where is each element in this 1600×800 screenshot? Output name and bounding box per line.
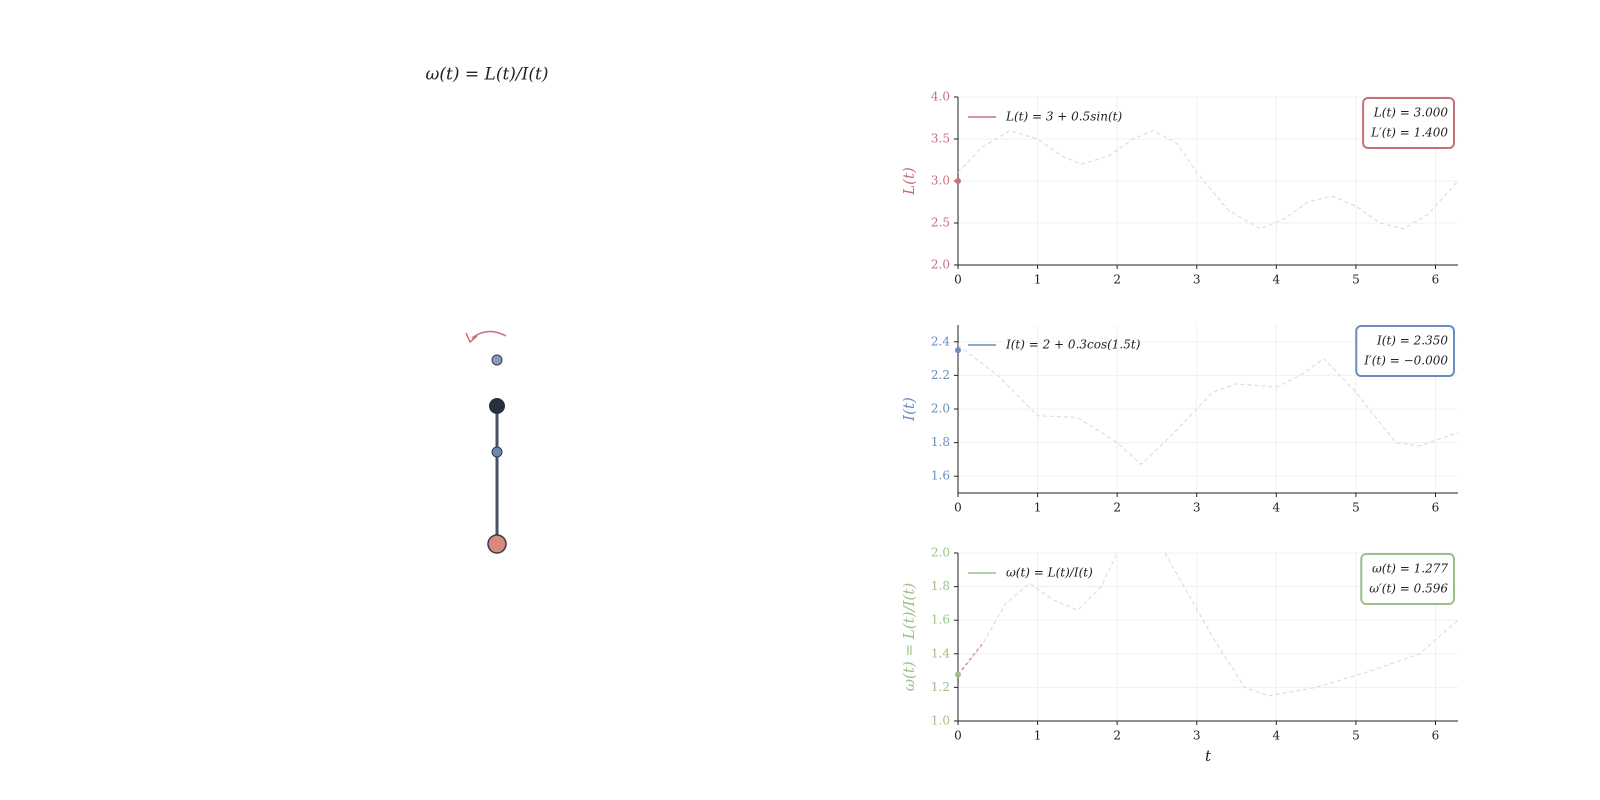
y-tick-label: 4.0 <box>931 90 950 104</box>
y-tick-label: 2.2 <box>931 368 950 382</box>
rotation-arrow <box>471 330 507 339</box>
x-tick-label: 1 <box>1034 273 1042 287</box>
info-box-frame <box>1355 325 1455 377</box>
legend-label: ω(t) = L(t)/I(t) <box>1006 566 1093 580</box>
y-axis-label: ω(t) = L(t)/I(t) <box>900 583 918 692</box>
info-box-frame <box>1360 553 1455 605</box>
y-tick-label: 2.4 <box>931 334 950 348</box>
x-tick-label: 5 <box>1352 501 1360 515</box>
info-box: L(t) = 3.000 L′(t) = 1.400 <box>1362 97 1455 149</box>
current-point <box>955 347 961 354</box>
info-text: ω(t) = 1.277 <box>1372 562 1448 576</box>
x-tick-label: 4 <box>1272 273 1280 287</box>
y-tick-label: 1.4 <box>931 646 950 660</box>
info-box: ω(t) = 1.277 ω′(t) = 0.596 <box>1360 553 1455 605</box>
x-tick-label: 6 <box>1432 729 1440 743</box>
x-tick-label: 5 <box>1352 729 1360 743</box>
x-tick-label: 1 <box>1034 729 1042 743</box>
y-tick-label: 2.0 <box>931 546 950 560</box>
y-axis-label: I(t) <box>900 397 918 422</box>
x-tick-label: 0 <box>954 501 962 515</box>
center-point <box>491 446 503 458</box>
x-tick-label: 3 <box>1193 273 1201 287</box>
x-tick-label: 3 <box>1193 501 1201 515</box>
pivot <box>489 398 505 414</box>
y-tick-label: 2.5 <box>931 216 950 230</box>
x-tick-label: 4 <box>1272 501 1280 515</box>
x-tick-label: 4 <box>1272 729 1280 743</box>
x-tick-label: 1 <box>1034 501 1042 515</box>
tangent-line <box>958 644 983 675</box>
legend-label: I(t) = 2 + 0.3cos(1.5t) <box>1005 338 1141 352</box>
info-text: ω′(t) = 0.596 <box>1369 582 1448 596</box>
axis-point <box>491 354 503 366</box>
y-tick-label: 1.2 <box>931 680 950 694</box>
y-tick-label: 2.0 <box>931 258 950 272</box>
x-axis-label: t <box>1205 747 1212 765</box>
y-tick-label: 1.6 <box>931 469 950 483</box>
y-tick-label: 1.8 <box>931 435 950 449</box>
mass <box>487 534 507 554</box>
x-tick-label: 2 <box>1113 729 1121 743</box>
x-tick-label: 5 <box>1352 273 1360 287</box>
trace-line <box>958 130 1458 230</box>
rotor-diagram <box>465 330 507 554</box>
y-tick-label: 1.6 <box>931 613 950 627</box>
info-text: L′(t) = 1.400 <box>1370 126 1448 140</box>
legend-label: L(t) = 3 + 0.5sin(t) <box>1005 110 1122 124</box>
info-box: I(t) = 2.350 I′(t) = −0.000 <box>1355 325 1455 377</box>
y-tick-label: 3.5 <box>931 132 950 146</box>
diagram-title: ω(t) = L(t)/I(t) <box>426 65 549 85</box>
y-axis-label: L(t) <box>900 167 918 196</box>
trace-line <box>958 553 1458 697</box>
x-tick-label: 6 <box>1432 273 1440 287</box>
x-tick-label: 2 <box>1113 273 1121 287</box>
x-tick-label: 3 <box>1193 729 1201 743</box>
y-tick-label: 1.0 <box>931 714 950 728</box>
trace-line <box>958 344 1458 466</box>
info-box-frame <box>1362 97 1455 149</box>
x-tick-label: 0 <box>954 273 962 287</box>
info-text: L(t) = 3.000 <box>1373 106 1449 120</box>
info-text: I′(t) = −0.000 <box>1363 354 1448 368</box>
y-tick-label: 3.0 <box>931 174 950 188</box>
rotation-arrow-head <box>465 332 478 344</box>
x-tick-label: 0 <box>954 729 962 743</box>
current-point <box>955 671 961 678</box>
y-tick-label: 1.8 <box>931 579 950 593</box>
info-text: I(t) = 2.350 <box>1376 334 1448 348</box>
x-tick-label: 6 <box>1432 501 1440 515</box>
y-tick-label: 2.0 <box>931 402 950 416</box>
current-point <box>955 178 961 184</box>
x-tick-label: 2 <box>1113 501 1121 515</box>
